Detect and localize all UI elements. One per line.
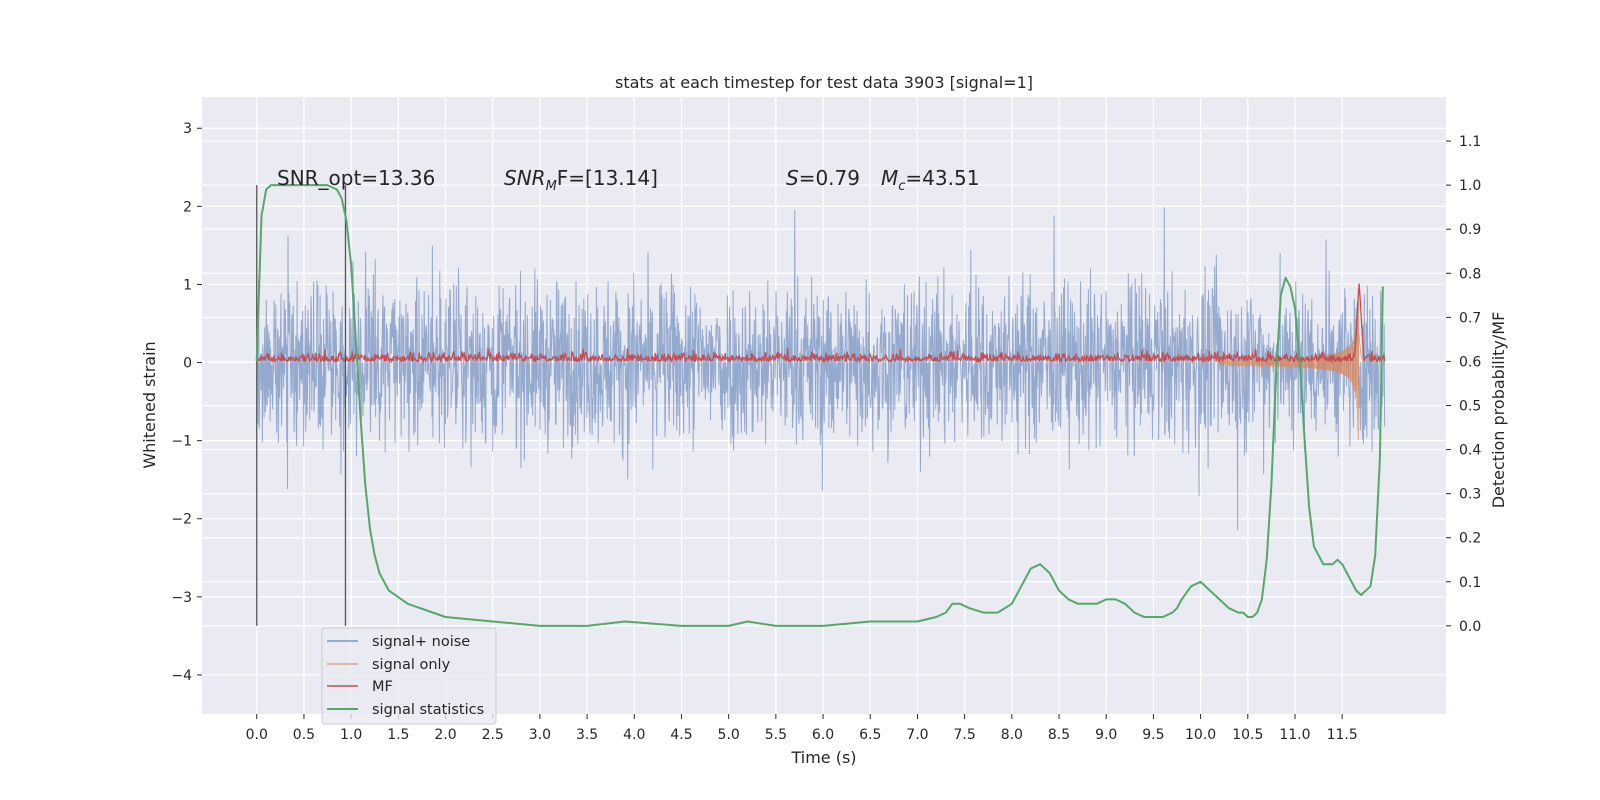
left-y-axis-ticks: 3 2 1 0 −1 −2 −3 −4 <box>171 121 202 684</box>
right-y-tick-label: 0.2 <box>1459 531 1481 547</box>
left-y-tick-label: −3 <box>171 590 192 606</box>
x-tick-label: 8.0 <box>1001 727 1023 743</box>
s-annotation: S=0.79 <box>786 166 860 190</box>
x-tick-label: 7.0 <box>906 727 928 743</box>
x-tick-label: 3.0 <box>529 727 551 743</box>
x-tick-label: 2.0 <box>434 727 456 743</box>
snr-opt-annotation: SNR_opt=13.36 <box>277 166 435 190</box>
left-y-tick-label: −2 <box>171 512 192 528</box>
x-tick-label: 6.5 <box>859 727 881 743</box>
x-tick-label: 0.0 <box>246 727 268 743</box>
right-y-tick-label: 1.0 <box>1459 178 1481 194</box>
mc-value: =43.51 <box>905 166 979 190</box>
x-tick-label: 8.5 <box>1048 727 1070 743</box>
legend-items: signal+ noise signal only MF signal statist… <box>327 634 484 718</box>
x-tick-label: 5.5 <box>765 727 787 743</box>
x-tick-label: 4.5 <box>670 727 692 743</box>
s-label: S <box>786 166 799 190</box>
right-y-tick-label: 0.1 <box>1459 575 1481 591</box>
mf-series <box>256 283 1386 364</box>
x-tick-label: 1.0 <box>340 727 362 743</box>
right-y-tick-label: 0.6 <box>1459 354 1481 370</box>
mc-label: M <box>881 166 898 190</box>
right-y-tick-label: 0.5 <box>1459 399 1481 415</box>
x-tick-label: 5.0 <box>718 727 740 743</box>
legend-label: signal statistics <box>372 702 484 718</box>
x-axis-label: Time (s) <box>790 748 856 767</box>
right-y-tick-label: 0.9 <box>1459 222 1481 238</box>
legend-label: MF <box>372 679 393 695</box>
legend-label: signal only <box>372 657 451 673</box>
right-y-tick-label: 1.1 <box>1459 134 1481 150</box>
left-y-tick-label: −4 <box>171 668 192 684</box>
x-axis-ticks: 0.0 0.5 1.0 1.5 2.0 2.5 3.0 3.5 4.0 4.5 5.0 5.5 6.0 6… <box>246 714 1358 743</box>
snr-mf-value: F=[13.14] <box>557 166 658 190</box>
annotations: SNR_opt=13.36 SNRMF=[13.14] S=0.79 Mc=43… <box>277 166 979 194</box>
left-y-tick-label: 2 <box>183 199 192 215</box>
x-tick-label: 0.5 <box>293 727 315 743</box>
x-tick-label: 2.5 <box>482 727 504 743</box>
signal-statistics-series <box>255 184 1384 627</box>
left-y-tick-label: 0 <box>183 356 192 372</box>
right-y-tick-label: 0.4 <box>1459 443 1481 459</box>
right-y-axis-label: Detection probability/MF <box>1489 312 1508 509</box>
snr-mf-label: SNR <box>504 166 546 190</box>
x-tick-label: 3.5 <box>576 727 598 743</box>
mc-subscript: c <box>898 179 905 194</box>
x-tick-label: 7.5 <box>954 727 976 743</box>
legend: signal+ noise signal only MF signal statist… <box>321 627 497 725</box>
left-y-tick-label: 1 <box>183 277 192 293</box>
x-tick-label: 9.5 <box>1142 727 1164 743</box>
x-tick-label: 1.5 <box>387 727 409 743</box>
left-y-axis-label: Whitened strain <box>140 341 159 468</box>
right-y-tick-label: 0.0 <box>1459 619 1481 635</box>
right-y-tick-label: 0.3 <box>1459 487 1481 503</box>
x-tick-label: 10.5 <box>1232 727 1263 743</box>
x-tick-label: 11.5 <box>1327 727 1358 743</box>
right-y-tick-label: 0.7 <box>1459 310 1481 326</box>
x-tick-label: 9.0 <box>1095 727 1117 743</box>
right-y-tick-label: 0.8 <box>1459 266 1481 282</box>
chart-title: stats at each timestep for test data 390… <box>615 73 1033 92</box>
x-tick-label: 6.0 <box>812 727 834 743</box>
legend-label: signal+ noise <box>372 634 470 650</box>
x-tick-label: 4.0 <box>623 727 645 743</box>
mc-annotation: Mc=43.51 <box>881 166 979 194</box>
grid-lines <box>202 97 1446 714</box>
x-tick-label: 10.0 <box>1185 727 1216 743</box>
left-y-tick-label: 3 <box>183 121 192 137</box>
vertical-marker-lines <box>256 185 347 626</box>
legend-box <box>321 627 497 725</box>
data-layer <box>255 184 1386 627</box>
x-tick-label: 11.0 <box>1279 727 1310 743</box>
snr-mf-subscript: M <box>546 179 557 194</box>
left-y-tick-label: −1 <box>171 434 192 450</box>
signal-plus-noise-series <box>256 207 1386 531</box>
s-value: =0.79 <box>799 166 860 190</box>
snr-mf-annotation: SNRMF=[13.14] <box>504 166 658 194</box>
right-y-axis-ticks: 1.1 1.0 0.9 0.8 0.7 0.6 0.5 0.4 0.3 0.2 0.1 0.0 <box>1446 134 1481 635</box>
